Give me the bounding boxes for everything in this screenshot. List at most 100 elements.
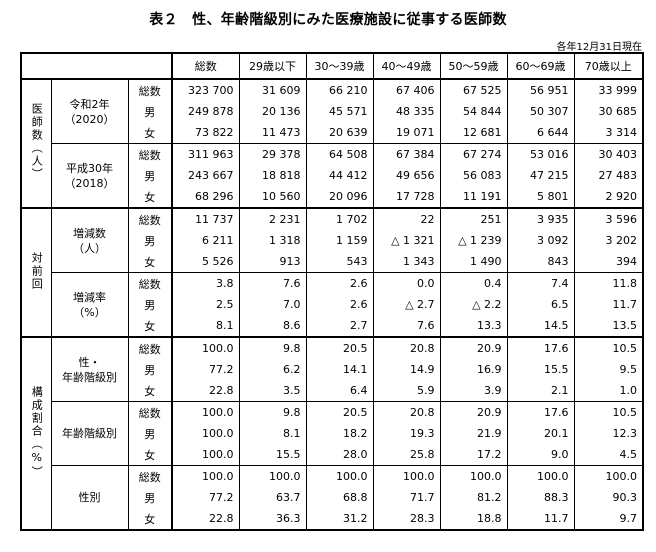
group-label-line: 性別 [78,491,101,504]
section-label: 構成割合（%） [20,336,52,531]
value-cell: 14.5 [506,315,575,337]
section-label-text: 対前回 [30,251,44,291]
table-row: 増減率 （%） 総数 3.8 7.6 2.6 0.0 0.4 7.4 11.8 [21,272,644,338]
value-cell: 20.8 [372,401,441,423]
group-label: 性別 [50,465,129,531]
value-cell: 6 644 [506,122,575,144]
row-label: 男 [127,101,174,122]
value-cell: 22.8 [171,380,240,402]
value-cell: 27 483 [573,165,644,186]
table-row: 男 2.5 7.0 2.6 △ 2.7 △ 2.2 6.5 11.7 [21,294,644,315]
value-cell: 31 609 [238,78,307,101]
value-cell: 90.3 [573,487,644,508]
value-cell: 20 136 [238,101,307,122]
value-cell: 6.2 [238,359,307,380]
value-cell: 6.5 [506,294,575,315]
value-cell: 77.2 [171,359,240,380]
group-label: 年齢階級別 [50,401,129,466]
as-of-note: 各年12月31日現在 [556,42,642,53]
value-cell: △ 2.7 [372,294,441,315]
value-cell: 2.1 [506,380,575,402]
group-label-line: 令和2年 [69,97,110,111]
group-label: 平成30年 （2018） [50,143,129,209]
value-cell: 13.5 [573,315,644,337]
value-cell: 3 202 [573,230,644,251]
value-cell: 1 159 [305,230,374,251]
table-row: 女 68 296 10 560 20 096 17 728 11 191 5 801 2 92… [21,186,644,208]
value-cell: 11.7 [506,508,575,530]
table-row: 女 100.0 15.5 28.0 25.8 17.2 9.0 4.5 [21,444,644,466]
value-cell: 9.8 [238,401,307,423]
row-label: 男 [127,165,174,186]
value-cell: 11.8 [573,272,644,294]
value-cell: 56 083 [439,165,508,186]
value-cell: 28.3 [372,508,441,530]
row-label: 女 [127,508,174,530]
table-title: 表２ 性、年齢階級別にみた医療施設に従事する医師数 [149,12,507,28]
value-cell: 15.5 [506,359,575,380]
value-cell: 4.5 [573,444,644,466]
value-cell: 25.8 [372,444,441,466]
value-cell: 19 071 [372,122,441,144]
group-label: 増減率 （%） [50,272,129,338]
value-cell: 251 [439,207,508,230]
value-cell: 67 384 [372,143,441,165]
row-label: 総数 [127,336,174,359]
group-label-line: 平成30年 [66,161,113,175]
group-label-line: 年齢階級別 [62,427,117,440]
value-cell: 913 [238,251,307,273]
value-cell: 1 702 [305,207,374,230]
value-cell: 16.9 [439,359,508,380]
value-cell: 73 822 [171,122,240,144]
table-row: 医師数（人） 令和2年 （2020） 総数 323 700 31 609 66 210 67 … [20,78,644,209]
value-cell: 49 656 [372,165,441,186]
value-cell: 100.0 [171,401,240,423]
value-cell: 0.4 [439,272,508,294]
row-label: 女 [127,315,174,337]
section-label: 対前回 [20,207,52,338]
value-cell: 100.0 [171,336,240,359]
value-cell: 100.0 [171,444,240,466]
group-label: 性・ 年齢階級別 [50,336,129,402]
table-row: 男 77.2 6.2 14.1 14.9 16.9 15.5 9.5 [21,359,644,380]
value-cell: 843 [506,251,575,273]
value-cell: 17.6 [506,336,575,359]
value-cell: 10.5 [573,336,644,359]
table-row: 男 243 667 18 818 44 412 49 656 56 083 47 215 27… [21,165,644,186]
value-cell: 54 844 [439,101,508,122]
value-cell: 67 406 [372,78,441,101]
value-cell: 2.7 [305,315,374,337]
value-cell: 543 [305,251,374,273]
value-cell: 20 096 [305,186,374,208]
value-cell: 18.2 [305,423,374,444]
value-cell: 11 191 [439,186,508,208]
value-cell: 20.5 [305,336,374,359]
value-cell: 100.0 [573,465,644,487]
value-cell: 8.6 [238,315,307,337]
table-row: 平成30年 （2018） 総数 311 963 29 378 64 508 67 384 67… [21,143,644,209]
value-cell: 20.5 [305,401,374,423]
value-cell: 100.0 [439,465,508,487]
corner-cell [20,52,174,80]
value-cell: 29 378 [238,143,307,165]
section-label: 医師数（人） [20,78,52,209]
value-cell: 56 951 [506,78,575,101]
value-cell: 6 211 [171,230,240,251]
group-label-line: （%） [73,305,106,319]
value-cell: 14.9 [372,359,441,380]
value-cell: 100.0 [238,465,307,487]
table-row: 対前回 増減数 （人） 総数 11 737 2 231 1 702 22 251 3 935 3 5… [20,207,644,338]
group-label: 令和2年 （2020） [50,78,129,144]
value-cell: 63.7 [238,487,307,508]
value-cell: 19.3 [372,423,441,444]
value-cell: 243 667 [171,165,240,186]
value-cell: 3 092 [506,230,575,251]
value-cell: 9.7 [573,508,644,530]
group-label-line: （2020） [64,112,115,126]
value-cell: 15.5 [238,444,307,466]
value-cell: 48 335 [372,101,441,122]
value-cell: 100.0 [372,465,441,487]
value-cell: 17.2 [439,444,508,466]
value-cell: 21.9 [439,423,508,444]
value-cell: 33 999 [573,78,644,101]
